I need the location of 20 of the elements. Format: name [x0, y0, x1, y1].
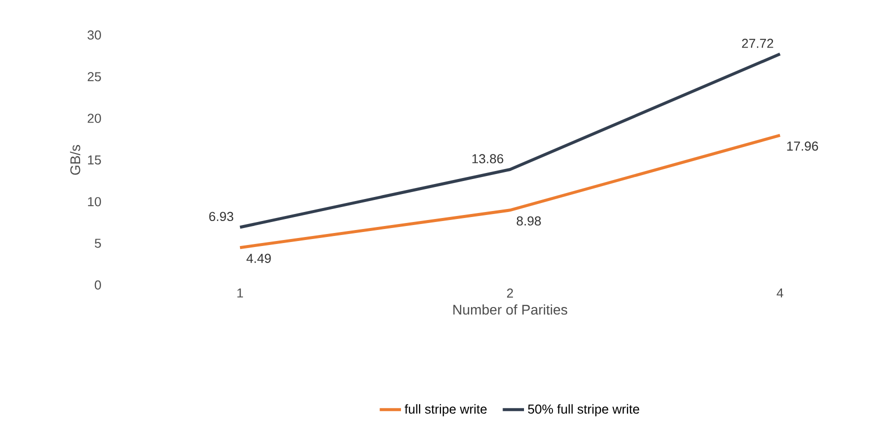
legend-label: full stripe write	[404, 404, 487, 416]
data-label: 13.86	[472, 154, 504, 164]
y-tick-label: 15	[88, 155, 101, 165]
y-tick-label: 0	[94, 280, 101, 290]
y-tick-label: 25	[88, 72, 101, 82]
y-tick-label: 5	[94, 238, 101, 248]
x-tick-label: 1	[237, 288, 243, 298]
data-label: 17.96	[787, 142, 818, 151]
x-tick-label: 4	[776, 288, 784, 298]
y-tick-label: 10	[88, 197, 101, 206]
data-label: 6.93	[209, 212, 234, 222]
data-label: 27.72	[742, 38, 774, 48]
y-tick-label: 20	[88, 114, 101, 123]
data-label: 4.49	[246, 254, 271, 263]
y-tick-label: 30	[88, 30, 101, 40]
legend-label: 50% full stripe write	[528, 404, 640, 416]
data-label: 8.98	[516, 216, 541, 226]
x-axis-title: Number of Parities	[453, 304, 568, 315]
x-tick-label: 2	[507, 288, 513, 298]
y-axis-title: GB/s	[70, 145, 80, 175]
